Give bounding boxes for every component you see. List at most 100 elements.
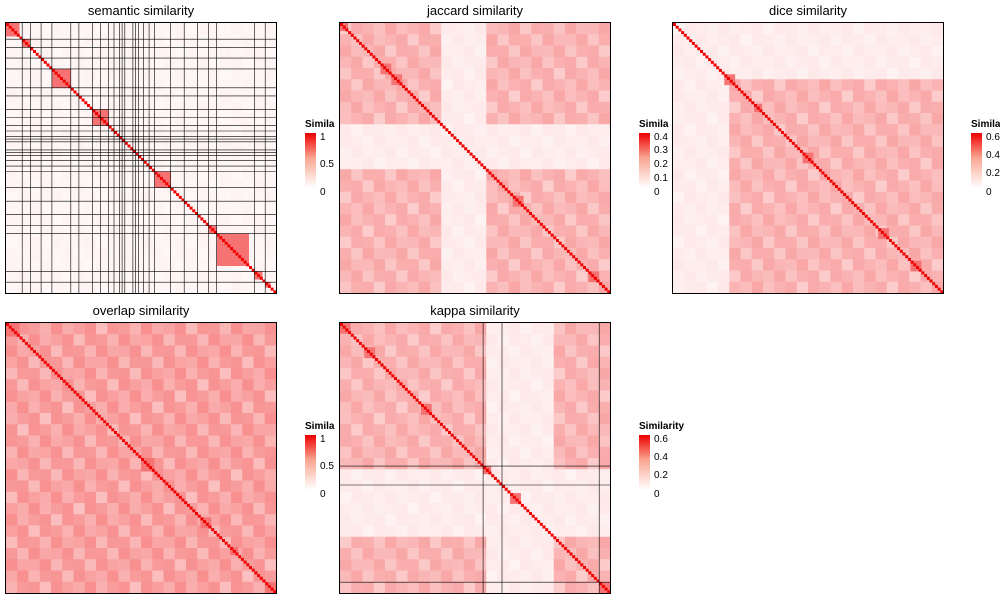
diagonal-cell xyxy=(240,557,244,561)
heatmap-cell-band xyxy=(785,79,798,92)
heatmap-cell-band xyxy=(706,169,719,182)
heatmap-cell-band xyxy=(340,536,352,549)
diagonal-cell xyxy=(694,44,698,48)
heatmap-cell-band xyxy=(452,281,465,293)
heatmap-cell-band xyxy=(565,390,577,403)
heatmap-cell-band xyxy=(853,225,865,238)
heatmap-cell-band xyxy=(729,68,742,80)
diagonal-cell xyxy=(829,179,833,183)
heatmap-cell-band xyxy=(864,281,877,293)
heatmap-cell-band xyxy=(598,45,610,58)
heatmap-cell-band xyxy=(186,548,198,560)
diagonal-cell xyxy=(162,479,166,483)
heatmap-cell-band xyxy=(497,525,510,538)
diagonal-cell xyxy=(227,544,231,548)
heatmap-cell-band xyxy=(174,559,187,572)
diagonal-cell xyxy=(797,147,801,151)
heatmap-cell-band xyxy=(441,503,454,515)
heatmap-cell-band xyxy=(118,401,131,414)
heatmap-cell-band xyxy=(695,90,708,103)
diagonal-cell xyxy=(345,328,349,332)
heatmap-cell-band xyxy=(351,203,364,215)
heatmap-cell-band xyxy=(351,458,364,470)
heatmap-cell-band xyxy=(542,90,555,103)
diagonal-cell xyxy=(97,414,101,418)
diagonal-cell xyxy=(27,44,31,48)
heatmap-cell-band xyxy=(430,124,442,137)
heatmap-cell-band xyxy=(452,323,465,335)
diagonal-cell xyxy=(520,203,524,207)
heatmap-cell-band xyxy=(373,345,386,358)
heatmap-cell-band xyxy=(107,180,120,193)
heatmap-cell-band xyxy=(174,413,187,425)
heatmap-cell-band xyxy=(463,203,476,215)
heatmap-cell-band xyxy=(475,480,487,493)
heatmap-cell-band xyxy=(486,356,499,369)
heatmap-cell-band xyxy=(430,323,442,335)
heatmap-cell-band xyxy=(73,536,86,549)
heatmap-cell-band xyxy=(62,90,75,103)
diagonal-cell xyxy=(767,117,771,121)
heatmap-cell-band xyxy=(253,90,266,103)
heatmap-cell-band xyxy=(396,424,409,437)
diagonal-cell xyxy=(853,203,857,207)
heatmap-cell-band xyxy=(587,146,600,159)
heatmap-cell-band xyxy=(463,525,476,538)
heatmap-cell-band xyxy=(430,435,442,448)
heatmap-cell-band xyxy=(6,401,18,414)
heatmap-cell-band xyxy=(475,514,487,527)
diagonal-cell xyxy=(577,560,581,564)
heatmap-cell-band xyxy=(118,581,131,593)
diagonal-cell xyxy=(265,282,269,286)
heatmap-cell-band xyxy=(531,469,544,482)
heatmap-cell-band xyxy=(520,56,532,69)
heatmap-cell-band xyxy=(520,259,532,272)
heatmap-cell-band xyxy=(231,225,243,238)
heatmap-cell-band xyxy=(107,135,120,148)
heatmap-cell-band xyxy=(875,214,888,227)
heatmap-cell-band xyxy=(598,469,610,482)
heatmap-cell-band xyxy=(340,90,352,103)
heatmap-cell-band xyxy=(6,113,18,125)
heatmap-cell-band xyxy=(407,581,420,593)
heatmap-cell-band xyxy=(729,248,742,260)
heatmap-cell-band xyxy=(351,225,364,238)
heatmap-cell-band xyxy=(763,101,775,114)
heatmap-cell-band xyxy=(542,368,555,380)
diagonal-cell xyxy=(60,77,63,80)
heatmap-cell-band xyxy=(62,525,75,538)
heatmap-cell-band xyxy=(6,503,18,515)
heatmap-cell-band xyxy=(362,525,375,538)
heatmap-cell-band xyxy=(576,23,589,35)
heatmap-cell-band xyxy=(598,401,610,414)
heatmap-cell-band xyxy=(531,236,544,249)
heatmap-cell-band xyxy=(475,101,487,114)
heatmap-cell-band xyxy=(598,525,610,538)
heatmap-cell-band xyxy=(718,90,730,103)
heatmap-cell-band xyxy=(264,525,276,538)
heatmap-cell-band xyxy=(129,356,142,369)
heatmap-cell-band xyxy=(197,356,210,369)
heatmap-cell-band xyxy=(718,169,730,182)
heatmap-cell-band xyxy=(231,491,243,504)
heatmap-cell-band xyxy=(729,34,742,47)
heatmap-cell-band xyxy=(898,169,910,182)
heatmap-cell-band xyxy=(51,34,63,47)
diagonal-cell xyxy=(748,98,752,102)
heatmap-cell-band xyxy=(96,536,108,549)
heatmap-cell-band xyxy=(565,101,577,114)
heatmap-cell-band xyxy=(418,390,431,403)
diagonal-cell xyxy=(756,106,760,110)
heatmap-cell-band xyxy=(51,45,63,58)
heatmap-cell-band xyxy=(463,334,476,347)
diagonal-cell xyxy=(186,203,190,207)
heatmap-cell-band xyxy=(830,23,843,35)
heatmap-cell-band xyxy=(475,23,487,35)
heatmap-cell-band xyxy=(219,514,232,527)
heatmap-cell-band xyxy=(163,248,176,260)
heatmap-cell-band xyxy=(340,548,352,560)
heatmap-cell-band xyxy=(553,135,566,148)
heatmap-cell-band xyxy=(418,236,431,249)
heatmap-cell-band xyxy=(706,68,719,80)
heatmap-cell-band xyxy=(253,124,266,137)
